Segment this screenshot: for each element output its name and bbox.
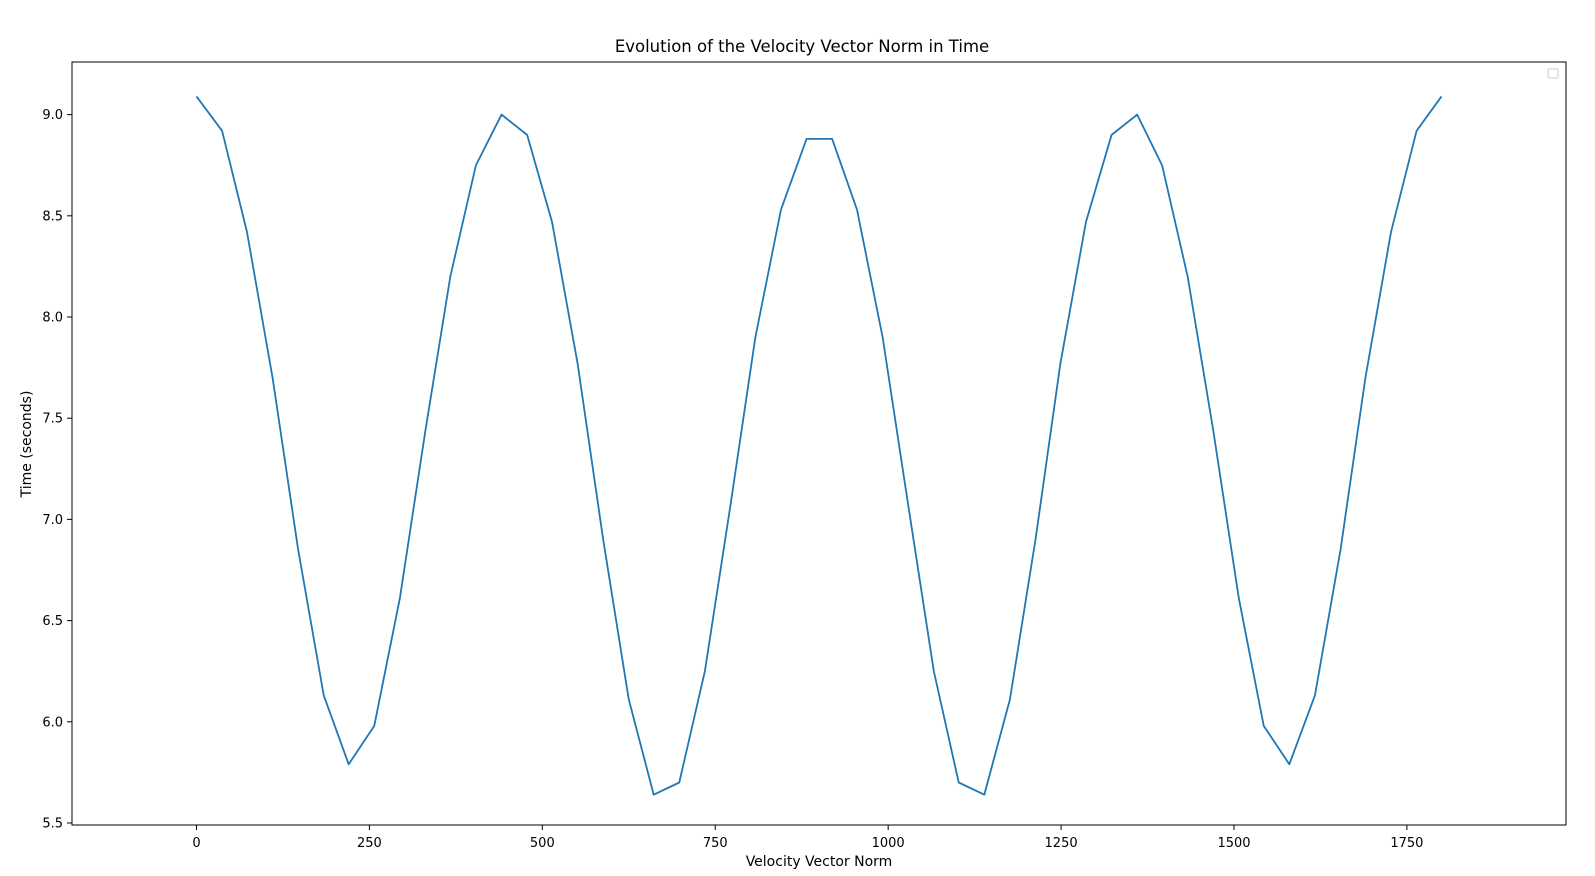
x-axis-title: Velocity Vector Norm [746,854,893,870]
y-tick-label: 8.0 [42,311,63,326]
y-tick-label: 7.0 [42,513,63,528]
x-tick-label: 1250 [1045,836,1078,851]
x-tick-label: 0 [192,836,200,851]
y-axis-title: Time (seconds) [19,391,35,499]
legend-box [1547,68,1559,79]
y-tick-label: 6.0 [42,715,63,730]
x-tick-label: 1500 [1217,836,1250,851]
plot-area [72,62,1566,825]
x-tick-label: 1000 [872,836,905,851]
y-tick-label: 8.5 [42,209,63,224]
x-axis-ticks: 0 250 500 750 1000 1250 1500 1750 [192,825,1423,851]
y-tick-label: 7.5 [42,412,63,427]
y-axis-ticks: 5.5 6.0 6.5 7.0 7.5 8.0 8.5 9.0 [42,108,72,831]
y-tick-label: 5.5 [42,816,63,831]
x-tick-label: 250 [357,836,382,851]
plot-frame [71,61,1567,826]
series-line [195,95,1443,796]
x-tick-label: 750 [703,836,728,851]
y-tick-label: 9.0 [42,108,63,123]
chart-title: Evolution of the Velocity Vector Norm in… [615,37,989,56]
x-tick-label: 1750 [1390,836,1423,851]
x-tick-label: 500 [530,836,555,851]
y-tick-label: 6.5 [42,614,63,629]
